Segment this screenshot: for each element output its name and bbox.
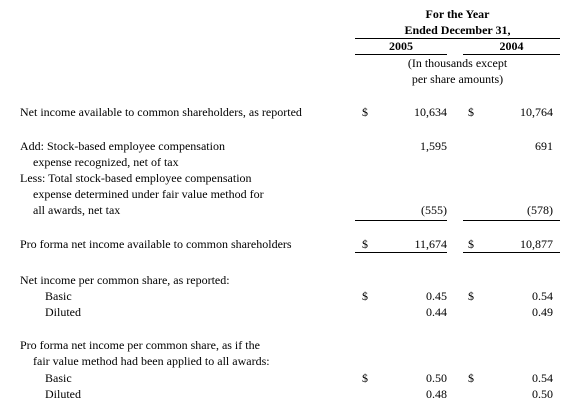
row-label: Diluted bbox=[45, 387, 81, 401]
currency-sign: $ bbox=[468, 289, 474, 303]
header-note: (In thousands except bbox=[407, 56, 508, 70]
currency-sign: $ bbox=[362, 237, 368, 251]
currency-sign: $ bbox=[468, 237, 474, 251]
cell-value: 0.44 bbox=[426, 305, 447, 319]
row-label: Net income available to common sharehold… bbox=[20, 105, 302, 119]
row-label: Less: Total stock-based employee compens… bbox=[20, 171, 252, 185]
currency-sign: $ bbox=[362, 105, 368, 119]
header-note: per share amounts) bbox=[411, 72, 504, 86]
row-label: all awards, net tax bbox=[33, 203, 121, 217]
row-label: Pro forma net income per common share, a… bbox=[20, 338, 260, 352]
cell-value: 0.54 bbox=[532, 289, 553, 303]
cell-value: 11,674 bbox=[414, 237, 447, 251]
column-header: 2004 bbox=[499, 39, 524, 53]
cell-value: (578) bbox=[527, 203, 553, 217]
cell-value: 0.48 bbox=[426, 387, 447, 401]
cell-value: (555) bbox=[421, 203, 447, 217]
header-title: Ended December 31, bbox=[404, 23, 511, 37]
total-rule bbox=[355, 252, 447, 253]
row-label: fair value method had been applied to al… bbox=[33, 354, 270, 368]
total-rule bbox=[355, 220, 447, 221]
row-label: Basic bbox=[45, 289, 72, 303]
cell-value: 10,764 bbox=[520, 105, 553, 119]
row-label: expense determined under fair value meth… bbox=[33, 187, 264, 201]
column-rule bbox=[463, 54, 560, 55]
row-label: Pro forma net income available to common… bbox=[20, 237, 292, 251]
row-label: Net income per common share, as reported… bbox=[20, 273, 230, 287]
row-label: expense recognized, net of tax bbox=[33, 155, 179, 169]
column-header: 2005 bbox=[389, 39, 413, 53]
currency-sign: $ bbox=[362, 371, 368, 385]
row-label: Diluted bbox=[45, 305, 81, 319]
cell-value: 0.50 bbox=[426, 371, 447, 385]
header-rule bbox=[355, 38, 560, 39]
cell-value: 691 bbox=[535, 139, 553, 153]
cell-value: 0.50 bbox=[532, 387, 553, 401]
cell-value: 1,595 bbox=[420, 139, 447, 153]
currency-sign: $ bbox=[362, 289, 368, 303]
header-title: For the Year bbox=[425, 7, 490, 21]
currency-sign: $ bbox=[468, 371, 474, 385]
row-label: Basic bbox=[45, 371, 72, 385]
cell-value: 10,877 bbox=[520, 237, 553, 251]
column-rule bbox=[355, 54, 447, 55]
row-label: Add: Stock-based employee compensation bbox=[20, 139, 225, 153]
cell-value: 0.45 bbox=[426, 289, 447, 303]
cell-value: 0.49 bbox=[532, 305, 553, 319]
total-rule bbox=[463, 252, 560, 253]
currency-sign: $ bbox=[468, 105, 474, 119]
total-rule bbox=[463, 220, 560, 221]
cell-value: 10,634 bbox=[414, 105, 447, 119]
cell-value: 0.54 bbox=[532, 371, 553, 385]
